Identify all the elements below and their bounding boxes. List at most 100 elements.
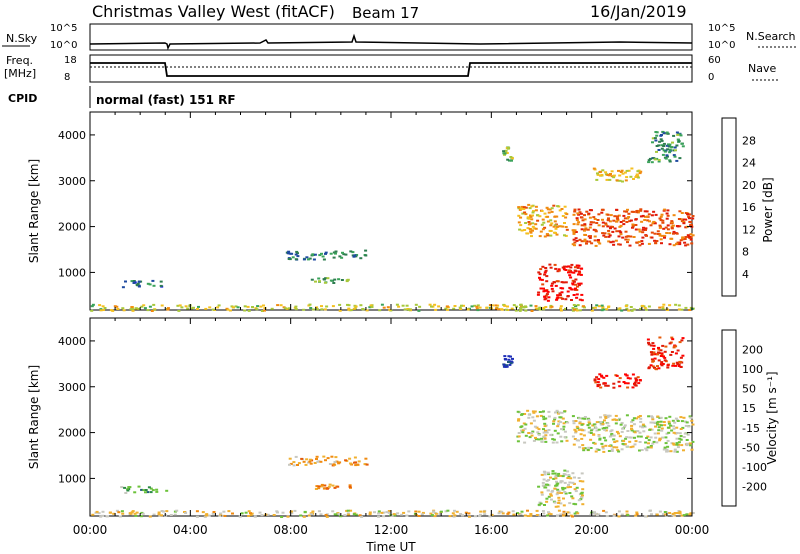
colorbar-tick-label: -50 [742, 441, 760, 454]
echo-cell [401, 304, 405, 307]
echo-cell [572, 230, 576, 233]
echo-cell [645, 308, 648, 311]
echo-cell [377, 510, 381, 513]
echo-cell [547, 410, 551, 413]
echo-cell [620, 309, 624, 312]
echo-cell [305, 458, 309, 461]
echo-cell [524, 434, 528, 437]
echo-cell [662, 513, 666, 516]
echo-cell [387, 510, 391, 512]
echo-cell [607, 425, 611, 427]
echo-cell [634, 224, 638, 226]
echo-cell [539, 287, 543, 290]
echo-cell [606, 422, 610, 425]
echo-cell [141, 512, 145, 515]
echo-cell [683, 432, 687, 435]
echo-cell [633, 436, 636, 439]
echo-cell [531, 225, 535, 228]
echo-cell [428, 303, 432, 306]
echo-cell [610, 450, 614, 452]
echo-cell [503, 152, 507, 155]
echo-cell [654, 425, 657, 428]
echo-cell [660, 361, 664, 364]
x-tick-label: 20:00 [574, 523, 609, 537]
echo-cell [662, 421, 666, 423]
echo-cell [630, 420, 634, 423]
echo-cell [554, 227, 558, 230]
echo-cell [678, 157, 682, 160]
echo-cell [672, 134, 676, 137]
echo-cell [607, 232, 611, 235]
x-axis-label: Time UT [365, 540, 416, 554]
echo-cell [565, 265, 569, 268]
echo-cell [634, 228, 638, 231]
echo-cell [526, 409, 530, 412]
echo-cell [485, 306, 489, 309]
echo-cell [612, 438, 616, 441]
echo-cell [518, 228, 522, 231]
echo-cell [666, 209, 670, 212]
echo-cell [531, 416, 535, 419]
echo-cell [557, 423, 560, 426]
echo-cell [609, 241, 613, 244]
echo-cell [569, 266, 573, 269]
colorbar-tick-label: 200 [742, 344, 763, 357]
echo-cell [151, 489, 155, 492]
echo-cell [549, 493, 553, 496]
echo-cell [536, 219, 540, 222]
echo-cell [679, 356, 683, 359]
echo-cell [323, 308, 327, 311]
echo-cell [205, 513, 209, 516]
echo-cell [439, 510, 443, 513]
echo-cell [331, 510, 335, 513]
echo-cell [527, 217, 531, 220]
echo-cell [142, 489, 146, 492]
echo-cell [640, 449, 644, 451]
echo-cell [322, 455, 326, 458]
echo-cell [658, 224, 662, 227]
echo-cell [573, 488, 577, 491]
echo-cell [572, 238, 576, 241]
echo-cell [587, 446, 591, 449]
echo-cell [690, 448, 694, 451]
echo-cell [605, 374, 609, 377]
echo-cell [534, 438, 538, 441]
echo-cell [625, 221, 629, 223]
echo-cell [294, 305, 298, 308]
echo-cell [634, 440, 638, 443]
echo-cell [557, 490, 561, 493]
echo-cell [559, 435, 563, 438]
echo-cell [528, 222, 532, 225]
echo-cell [689, 416, 693, 419]
echo-cell [553, 501, 557, 504]
echo-cell [646, 446, 650, 449]
echo-cell [625, 414, 629, 417]
echo-cell [326, 457, 330, 460]
echo-cell [529, 215, 533, 218]
echo-cell [632, 308, 636, 311]
echo-cell [608, 234, 612, 237]
echo-cell [603, 419, 606, 422]
echo-cell [338, 309, 342, 312]
echo-cell [543, 473, 547, 476]
echo-cell [593, 235, 597, 238]
echo-cell [671, 419, 675, 422]
echo-cell [287, 307, 291, 310]
echo-cell [545, 280, 549, 283]
echo-cell [147, 486, 151, 489]
echo-cell [98, 304, 102, 307]
echo-cell [560, 281, 564, 284]
echo-cell [585, 210, 589, 213]
echo-cell [606, 384, 610, 387]
echo-cell [623, 443, 627, 446]
echo-cell [510, 157, 514, 160]
echo-cell [659, 238, 663, 241]
echo-cell [589, 235, 592, 238]
echo-cell [305, 256, 309, 259]
echo-cell [573, 229, 577, 232]
echo-cell [672, 244, 676, 247]
echo-cell [314, 280, 317, 283]
echo-cell [571, 497, 575, 500]
echo-cell [604, 439, 608, 442]
echo-cell [468, 515, 471, 518]
